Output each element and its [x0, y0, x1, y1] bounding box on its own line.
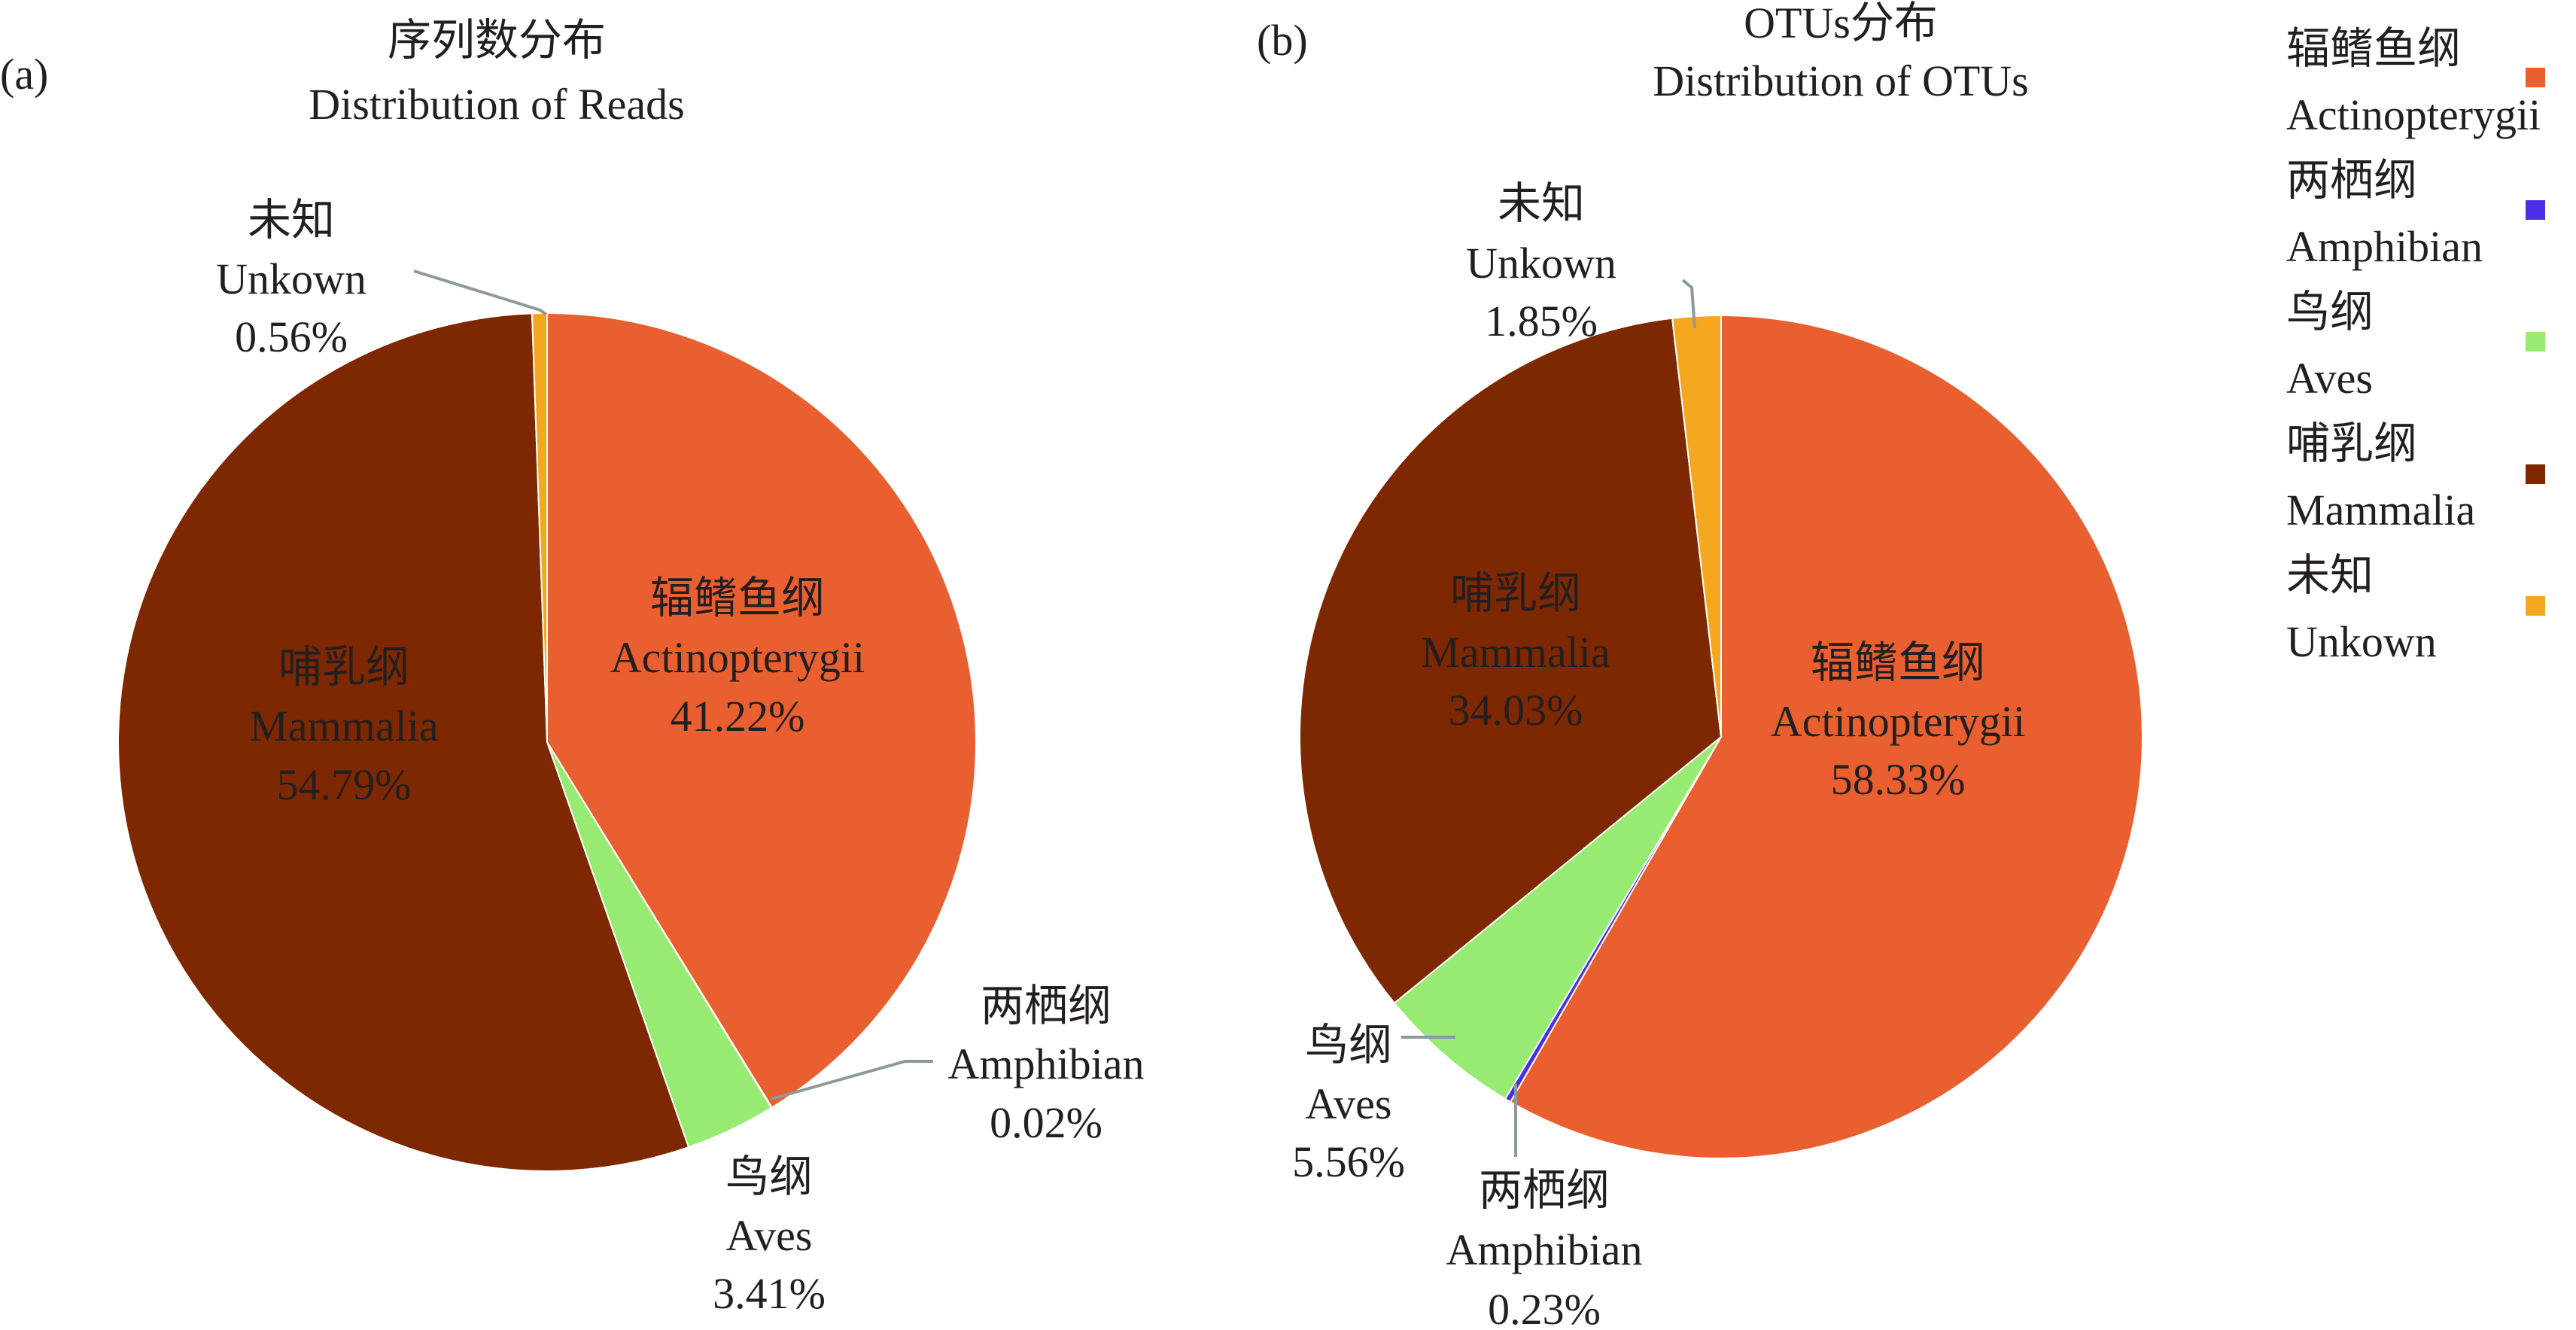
legend-swatch-amphibian	[2526, 200, 2545, 220]
pie-slice-actinopterygii-otus	[1509, 314, 2144, 1159]
data-label-amphibian-cn-otus: 两栖纲	[1479, 1166, 1610, 1215]
panel-label-b: (b)	[1257, 16, 1308, 65]
pie-chart-reads: (a) 序列数分布 Distribution of Reads 未知 Unkow…	[0, 16, 1144, 1318]
data-label-mammalia-en-reads: Mammalia	[249, 702, 438, 750]
chart-title-otus: OTUs分布	[1744, 0, 1938, 47]
pie-slices-reads	[117, 312, 977, 1172]
data-label-aves-cn-otus: 鸟纲	[1305, 1021, 1392, 1070]
legend-label-mammalia-en: Mammalia	[2286, 485, 2475, 534]
data-label-aves-en-otus: Aves	[1306, 1079, 1392, 1128]
data-label-mammalia-pct-reads: 54.79%	[277, 760, 412, 809]
panel-label-a: (a)	[0, 50, 48, 99]
legend-label-amphibian-en: Amphibian	[2286, 222, 2483, 271]
legend-swatch-mammalia	[2526, 464, 2545, 484]
data-label-amphibian-pct-otus: 0.23%	[1488, 1285, 1601, 1330]
data-label-unknown-en-reads: Unkown	[216, 254, 366, 303]
legend-label-mammalia-cn: 哺乳纲	[2286, 419, 2417, 468]
leader-line-unknown-reads	[413, 269, 548, 316]
legend-swatch-aves	[2526, 332, 2545, 352]
leader-line-amphibian-reads	[771, 1060, 933, 1100]
data-label-actinopterygii-en-otus: Actinopterygii	[1771, 697, 2025, 746]
legend-label-aves-cn: 鸟纲	[2286, 288, 2374, 336]
data-label-mammalia-cn-otus: 哺乳纲	[1450, 569, 1581, 618]
pie-slices-otus	[1299, 314, 2144, 1159]
data-label-unknown-cn-otus: 未知	[1498, 179, 1585, 228]
data-label-mammalia-pct-otus: 34.03%	[1449, 686, 1583, 735]
pie-slice-actinopterygii-reads	[546, 312, 977, 1109]
data-label-mammalia-cn-reads: 哺乳纲	[278, 643, 409, 692]
data-label-actinopterygii-pct-reads: 41.22%	[671, 692, 805, 741]
data-label-mammalia-en-otus: Mammalia	[1421, 628, 1610, 677]
legend-label-unknown-cn: 未知	[2286, 551, 2374, 600]
data-label-unknown-cn-reads: 未知	[248, 196, 335, 245]
data-label-amphibian-en-reads: Amphibian	[948, 1039, 1145, 1088]
data-label-aves-cn-reads: 鸟纲	[725, 1152, 813, 1201]
pie-slice-mammalia-otus	[1299, 317, 1723, 1005]
pie-slice-unknown-otus	[1671, 314, 1722, 738]
legend-swatch-actinopterygii	[2526, 68, 2545, 87]
chart-subtitle-otus: Distribution of OTUs	[1653, 56, 2028, 105]
pie-chart-otus: (b) OTUs分布 Distribution of OTUs 未知 Unkow…	[1257, 0, 2144, 1330]
data-label-actinopterygii-en-reads: Actinopterygii	[610, 633, 865, 682]
data-label-actinopterygii-pct-otus: 58.33%	[1831, 755, 1966, 804]
data-label-actinopterygii-cn-reads: 辐鳍鱼纲	[650, 574, 825, 622]
legend-label-actinopterygii-cn: 辐鳍鱼纲	[2286, 24, 2461, 73]
data-label-amphibian-cn-reads: 两栖纲	[981, 982, 1112, 1030]
legend-label-amphibian-cn: 两栖纲	[2286, 156, 2417, 205]
legend-label-aves-en: Aves	[2286, 354, 2373, 403]
data-label-unknown-pct-reads: 0.56%	[235, 312, 348, 361]
data-label-unknown-pct-otus: 1.85%	[1485, 297, 1598, 345]
chart-subtitle-reads: Distribution of Reads	[309, 80, 684, 129]
legend-swatch-unknown	[2526, 596, 2545, 616]
data-label-aves-en-reads: Aves	[726, 1211, 813, 1260]
pie-slice-unknown-reads	[531, 312, 548, 743]
pie-slice-mammalia-reads	[117, 312, 690, 1172]
data-label-aves-pct-otus: 5.56%	[1292, 1137, 1405, 1186]
data-label-amphibian-en-otus: Amphibian	[1446, 1225, 1643, 1274]
data-label-aves-pct-reads: 3.41%	[713, 1269, 826, 1318]
legend: 辐鳍鱼纲 Actinopterygii 两栖纲 Amphibian 鸟纲 Ave…	[2286, 24, 2545, 666]
data-label-actinopterygii-cn-otus: 辐鳍鱼纲	[1811, 638, 1985, 687]
leader-line-unknown-otus	[1681, 278, 1696, 329]
legend-label-unknown-en: Unkown	[2286, 617, 2437, 666]
data-label-amphibian-pct-reads: 0.02%	[990, 1098, 1102, 1147]
legend-label-actinopterygii-en: Actinopterygii	[2286, 90, 2541, 139]
pie-slice-aves-otus	[1393, 736, 1722, 1100]
data-label-unknown-en-otus: Unkown	[1466, 239, 1616, 288]
chart-title-reads: 序列数分布	[388, 16, 606, 65]
